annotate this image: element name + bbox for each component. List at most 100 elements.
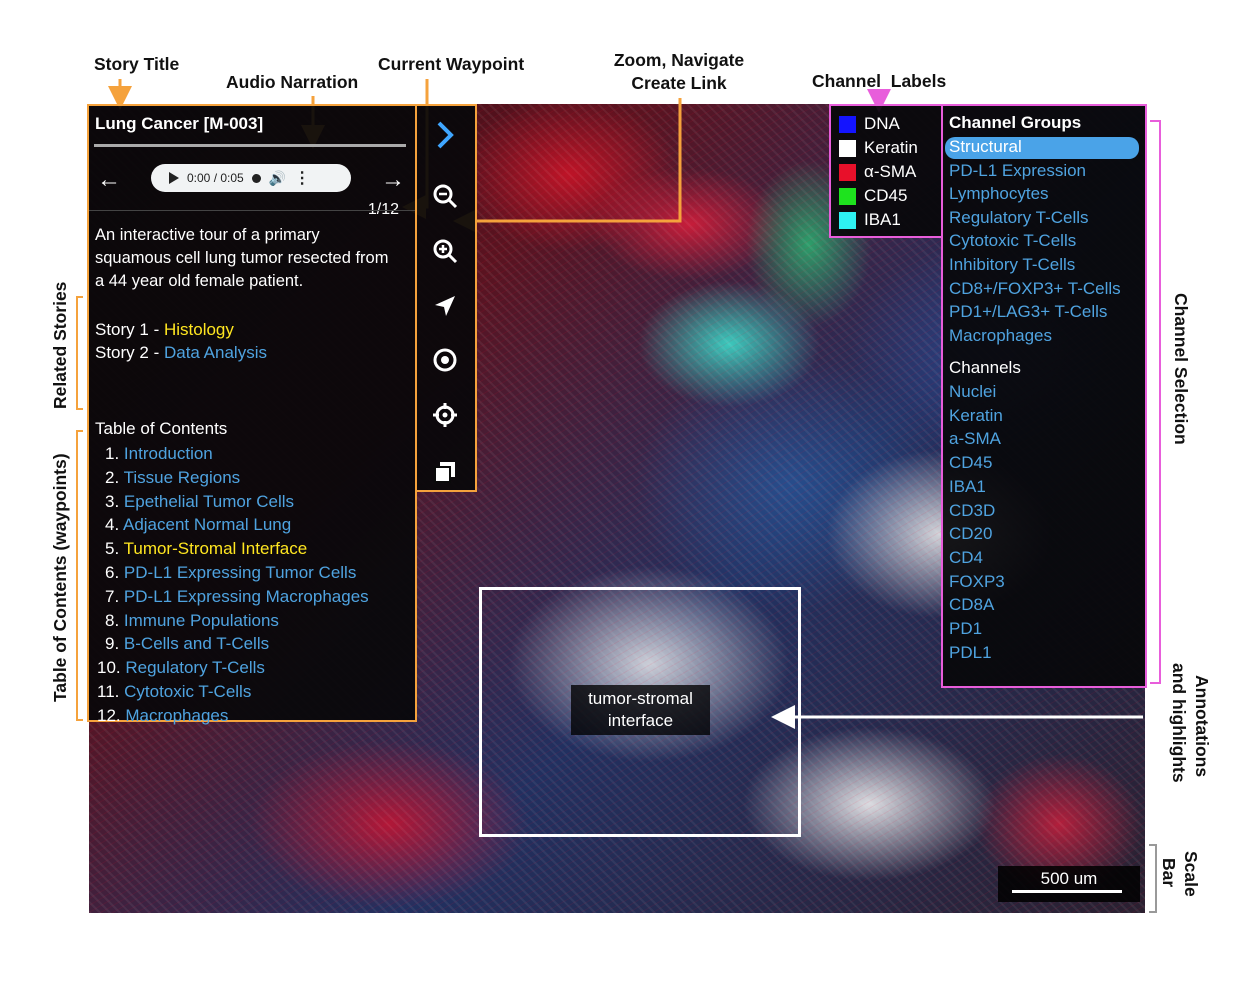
annotation-highlight-box[interactable]	[479, 587, 801, 837]
channel-item[interactable]: CD45	[949, 453, 993, 473]
volume-icon[interactable]: 🔊	[268, 169, 287, 186]
channel-item[interactable]: Keratin	[949, 405, 1003, 425]
toc-item[interactable]: 1. Introduction	[105, 442, 369, 466]
channel-item[interactable]: IBA1	[949, 476, 986, 496]
toc-item[interactable]: 4. Adjacent Normal Lung	[105, 513, 369, 537]
story-title: Lung Cancer [M-003]	[95, 114, 264, 133]
toc-item-number: 11.	[97, 681, 120, 701]
toc-item-number: 6.	[105, 562, 120, 582]
toc-item-number: 10.	[97, 658, 121, 678]
channel-group-item[interactable]: Macrophages	[949, 325, 1053, 345]
copy-link-icon[interactable]	[430, 457, 460, 487]
play-icon[interactable]	[169, 172, 179, 184]
toc-list: 1. Introduction 2. Tissue Regions 3. Epeth…	[97, 442, 369, 728]
target-icon[interactable]	[430, 345, 460, 375]
toc-item-label[interactable]: Immune Populations	[123, 610, 279, 630]
toc-item-label[interactable]: Tissue Regions	[123, 467, 241, 487]
toc-item-number: 12.	[97, 705, 121, 725]
related-story-link[interactable]: Data Analysis	[163, 343, 267, 362]
callout-zoom-navigate: Zoom, Navigate Create Link	[600, 49, 758, 95]
channel-label: IBA1	[839, 210, 901, 230]
related-story-1: Story 1 - Histology	[95, 320, 234, 340]
toc-item[interactable]: 6. PD-L1 Expressing Tumor Cells	[105, 561, 369, 585]
channel-color-swatch	[839, 163, 856, 181]
related-story-link[interactable]: Histology	[163, 320, 234, 339]
waypoint-counter: 1/12	[367, 201, 399, 218]
channel-item[interactable]: a-SMA	[949, 429, 1001, 449]
channel-label: α-SMA	[839, 162, 916, 182]
scale-bar: 500 um	[998, 866, 1140, 902]
channel-item[interactable]: CD20	[949, 524, 993, 544]
toc-item[interactable]: 8. Immune Populations	[105, 609, 369, 633]
channel-label-name: α-SMA	[864, 162, 917, 181]
channel-label-name: IBA1	[864, 210, 901, 229]
channel-groups-title: Channel Groups	[949, 113, 1082, 132]
toc-item-label[interactable]: Adjacent Normal Lung	[122, 515, 292, 535]
toc-item-label[interactable]: Epethelial Tumor Cells	[123, 491, 294, 511]
panel-divider	[89, 210, 415, 211]
toc-item[interactable]: 3. Epethelial Tumor Cells	[105, 490, 369, 514]
scale-bar-label: 500 um	[1040, 869, 1098, 888]
toc-item[interactable]: 11. Cytotoxic T-Cells	[97, 680, 369, 704]
channel-group-item[interactable]: PD1+/LAG3+ T-Cells	[949, 302, 1108, 322]
related-story-2: Story 2 - Data Analysis	[95, 343, 267, 363]
toc-item[interactable]: 10. Regulatory T-Cells	[97, 656, 369, 680]
toc-item-number: 8.	[105, 610, 120, 630]
toc-item-label[interactable]: PD-L1 Expressing Macrophages	[123, 586, 369, 606]
navigate-arrow-icon[interactable]	[430, 291, 460, 321]
channel-item[interactable]: PD1	[949, 619, 983, 638]
callout-current-waypoint: Current Waypoint	[378, 54, 525, 74]
channel-group-item[interactable]: Regulatory T-Cells	[949, 207, 1089, 227]
toc-item[interactable]: 2. Tissue Regions	[105, 466, 369, 490]
channel-group-item[interactable]: Cytotoxic T-Cells	[949, 231, 1077, 251]
toc-item-number: 2.	[105, 467, 120, 487]
channel-group-item[interactable]: CD8+/FOXP3+ T-Cells	[949, 278, 1121, 298]
related-story-prefix: Story 1 -	[95, 320, 164, 339]
more-options-icon[interactable]: ⋮	[294, 170, 311, 187]
toc-item[interactable]: 7. PD-L1 Expressing Macrophages	[105, 585, 369, 609]
channel-group-item[interactable]: Inhibitory T-Cells	[949, 255, 1076, 274]
expand-icon[interactable]	[430, 120, 460, 150]
next-arrow-icon[interactable]: →	[381, 166, 405, 193]
channel-color-swatch	[839, 139, 856, 157]
toc-item[interactable]: 9. B-Cells and T-Cells	[105, 632, 369, 656]
toc-item-label[interactable]: Tumor-Stromal Interface	[123, 539, 308, 559]
toc-item-label[interactable]: Cytotoxic T-Cells	[124, 681, 252, 701]
toc-item[interactable]: 12. Macrophages	[97, 704, 369, 728]
channel-item[interactable]: FOXP3	[949, 571, 1005, 591]
channel-group-item[interactable]: Lymphocytes	[949, 184, 1049, 204]
channel-label-name: DNA	[864, 114, 900, 133]
channel-item[interactable]: Nuclei	[949, 382, 997, 401]
toc-item-label[interactable]: Regulatory T-Cells	[125, 658, 265, 678]
annotation-line2: interface	[607, 711, 674, 730]
toc-item-label[interactable]: Introduction	[123, 444, 213, 463]
toc-item-label[interactable]: PD-L1 Expressing Tumor Cells	[123, 562, 357, 582]
toc-item-number: 5.	[105, 539, 120, 559]
callout-story-title: Story Title	[94, 54, 180, 74]
callout-channel-labels: Channel Labels	[812, 71, 947, 91]
scale-bar-line	[1012, 890, 1122, 893]
audio-player[interactable]: 0:00 / 0:05 🔊 ⋮	[151, 164, 351, 192]
channel-color-swatch	[839, 211, 856, 229]
callout-zoom-line2: Create Link	[631, 73, 727, 93]
channel-color-swatch	[839, 187, 856, 205]
previous-arrow-icon[interactable]: ←	[97, 166, 121, 193]
channel-item[interactable]: PDL1	[949, 642, 992, 662]
channel-group-item[interactable]: PD-L1 Expression	[949, 160, 1087, 180]
channel-item[interactable]: CD3D	[949, 500, 996, 520]
zoom-out-icon[interactable]	[430, 181, 460, 211]
zoom-in-icon[interactable]	[430, 236, 460, 266]
toc-item-label[interactable]: B-Cells and T-Cells	[123, 634, 270, 654]
toc-item[interactable]: 5. Tumor-Stromal Interface	[105, 537, 369, 561]
crosshair-icon[interactable]	[430, 400, 460, 430]
channel-item[interactable]: CD4	[949, 547, 984, 567]
channel-labels-panel: DNA Keratin α-SMA CD45 IBA1	[829, 104, 943, 238]
channel-item[interactable]: CD8A	[949, 595, 995, 615]
annotation-line1: tumor-stromal	[588, 689, 693, 708]
audio-time: 0:00 / 0:05	[187, 171, 244, 185]
callout-zoom-line1: Zoom, Navigate	[613, 50, 745, 70]
toc-item-label[interactable]: Macrophages	[125, 705, 229, 725]
toc-item-number: 3.	[105, 491, 120, 511]
channel-group-item[interactable]: Structural	[945, 137, 1139, 159]
channel-color-swatch	[839, 115, 856, 133]
